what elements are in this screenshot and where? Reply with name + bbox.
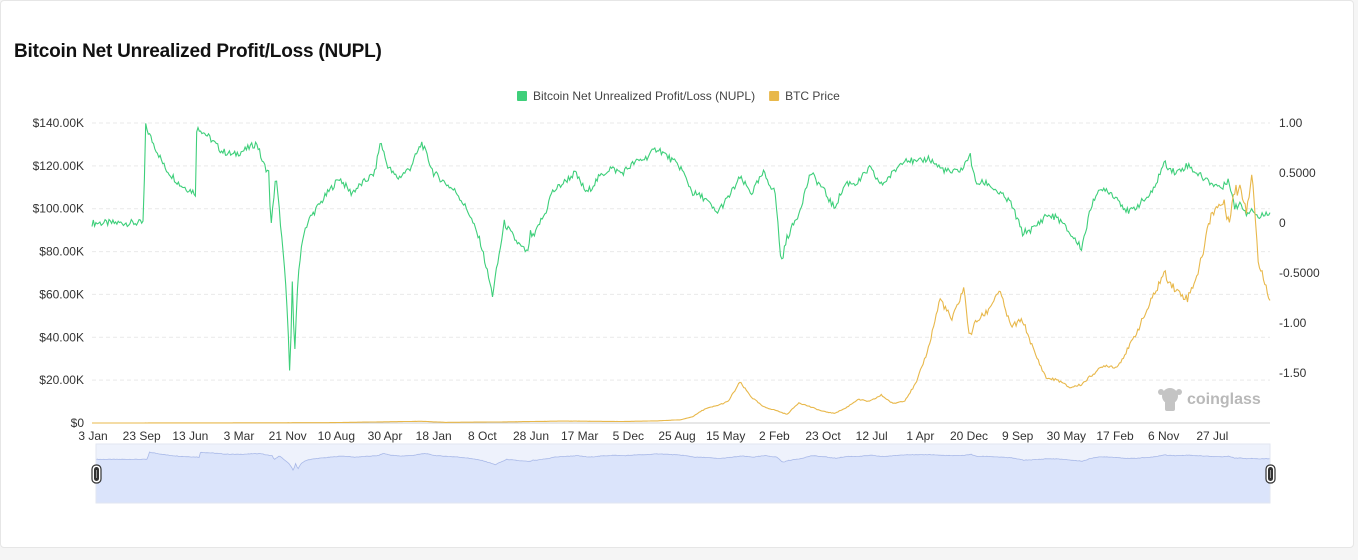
navigator-area [95, 451, 1271, 504]
x-tick-label: 5 Dec [613, 429, 644, 443]
y-left-tick-label: $20.00K [39, 373, 84, 387]
page-title: Bitcoin Net Unrealized Profit/Loss (NUPL… [14, 41, 382, 62]
x-tick-label: 10 Aug [318, 429, 355, 443]
y-right-tick-label: 0 [1279, 216, 1286, 230]
x-tick-label: 17 Mar [561, 429, 598, 443]
y-left-tick-label: $100.00K [33, 202, 84, 216]
x-tick-label: 27 Jul [1196, 429, 1228, 443]
navigator-handle-left[interactable] [91, 464, 102, 484]
x-tick-label: 8 Oct [468, 429, 497, 443]
y-left-tick-label: $140.00K [33, 116, 84, 130]
x-axis: 3 Jan 23 Sep 13 Jun 3 Mar 21 Nov 10 Aug 30 Apr… [78, 422, 1270, 443]
x-tick-label: 1 Apr [906, 429, 934, 443]
y-left-tick-label: $80.00K [39, 245, 84, 259]
x-tick-label: 21 Nov [269, 429, 307, 443]
y-right-tick-label: 0.5000 [1279, 166, 1316, 180]
x-tick-label: 20 Dec [950, 429, 988, 443]
x-tick-label: 23 Oct [805, 429, 841, 443]
y-left-tick-label: $40.00K [39, 330, 84, 344]
legend[interactable]: Bitcoin Net Unrealized Profit/Loss (NUPL… [517, 89, 840, 103]
x-tick-label: 30 Apr [368, 429, 403, 443]
y-right-tick-label: 1.00 [1279, 116, 1303, 130]
x-tick-label: 12 Jul [856, 429, 888, 443]
x-tick-label: 15 May [706, 429, 745, 443]
series-group [91, 123, 1271, 424]
x-tick-label: 9 Sep [1002, 429, 1034, 443]
y-left-tick-label: $0 [71, 416, 85, 430]
watermark-text: coinglass [1187, 391, 1261, 408]
x-tick-label: 6 Nov [1148, 429, 1179, 443]
y-right-tick-label: -1.50 [1279, 366, 1307, 380]
legend-label: BTC Price [785, 89, 840, 103]
x-tick-label: 13 Jun [172, 429, 208, 443]
y-axis-right: 1.00 0.5000 0 -0.5000 -1.00 -1.50 [1279, 116, 1320, 380]
legend-item[interactable]: Bitcoin Net Unrealized Profit/Loss (NUPL… [517, 89, 755, 103]
x-tick-label: 23 Sep [123, 429, 161, 443]
coinglass-logo-icon [1158, 388, 1182, 411]
y-left-tick-label: $60.00K [39, 287, 84, 301]
y-left-tick-label: $120.00K [33, 159, 84, 173]
x-tick-label: 18 Jan [416, 429, 452, 443]
x-tick-label: 3 Jan [78, 429, 107, 443]
legend-label: Bitcoin Net Unrealized Profit/Loss (NUPL… [533, 89, 755, 103]
y-axis-left: $0 $20.00K $40.00K $60.00K $80.00K $100.00K $1… [33, 116, 85, 430]
x-tick-label: 2 Feb [759, 429, 790, 443]
legend-swatch [769, 91, 780, 101]
x-tick-label: 3 Mar [224, 429, 255, 443]
watermark: coinglass [1158, 388, 1261, 411]
x-tick-label: 30 May [1047, 429, 1086, 443]
navigator-handle-right[interactable] [1265, 464, 1276, 484]
x-tick-label: 25 Aug [658, 429, 695, 443]
range-navigator[interactable] [91, 443, 1276, 504]
x-tick-label: 17 Feb [1096, 429, 1134, 443]
y-right-tick-label: -1.00 [1279, 316, 1307, 330]
legend-item[interactable]: BTC Price [769, 89, 840, 103]
legend-swatch [517, 91, 527, 101]
series-line-nupl[interactable] [91, 123, 1271, 371]
series-line-btc-price[interactable] [92, 174, 1271, 424]
y-right-tick-label: -0.5000 [1279, 266, 1320, 280]
x-tick-label: 28 Jun [513, 429, 549, 443]
